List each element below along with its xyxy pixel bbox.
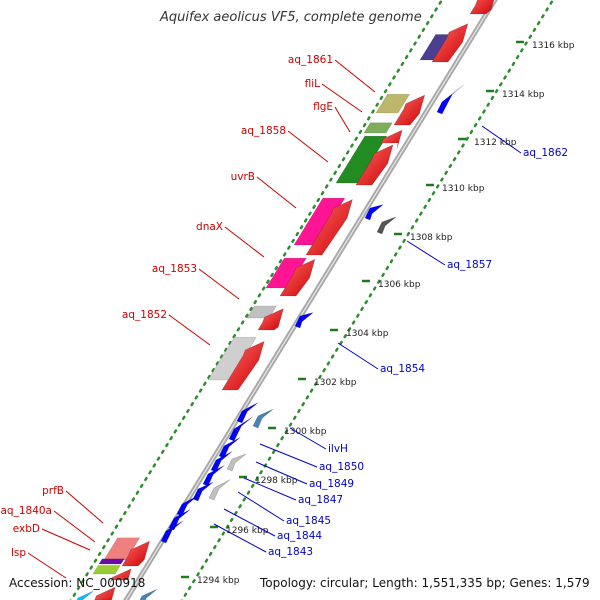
outer-dotted-guide — [69, 0, 444, 600]
forward-arrow-1 — [431, 23, 469, 63]
feature-block-aq1840a — [98, 558, 125, 565]
forward-leader-line — [27, 552, 67, 579]
reverse-gene-label: aq_1854 — [380, 363, 425, 375]
reverse-leader-line — [213, 523, 267, 553]
forward-gene-label: fliL — [305, 78, 321, 90]
forward-gene-label: lsp — [11, 547, 26, 559]
tick-label: 1314 kbp — [502, 90, 545, 100]
tick-label: 1316 kbp — [532, 41, 575, 51]
forward-leader-line — [65, 490, 104, 524]
accession-text: Accession: NC_000918 — [9, 576, 146, 590]
reverse-arrow-f — [192, 481, 214, 502]
forward-arrow-4 — [355, 144, 394, 186]
reverse-arrow-grey — [376, 216, 397, 235]
forward-gene-label: aq_1858 — [241, 125, 286, 137]
reverse-arrow-aq1854 — [294, 312, 314, 329]
tick-label: 1308 kbp — [410, 233, 453, 243]
topology-text: Topology: circular; Length: 1,551,335 bp… — [260, 576, 590, 590]
reverse-arrow-aq1862 — [436, 84, 464, 115]
tick-label: 1296 kbp — [226, 526, 269, 536]
forward-gene-label: dnaX — [196, 221, 223, 233]
forward-leader-line — [334, 59, 376, 93]
tick-label: 1300 kbp — [284, 427, 327, 437]
reverse-gene-label: aq_1843 — [268, 546, 313, 558]
forward-leader-line — [334, 106, 351, 133]
forward-gene-label: aq_1840a — [0, 505, 52, 517]
forward-leader-line — [256, 176, 297, 209]
reverse-gene-label: aq_1850 — [319, 461, 364, 473]
reverse-gene-label: aq_1849 — [309, 478, 354, 490]
reverse-gene-label: ilvH — [328, 443, 348, 455]
reverse-arrow-bottom — [139, 588, 158, 600]
forward-leader-line — [321, 83, 363, 113]
reverse-arrow-i — [160, 520, 184, 544]
forward-arrow-3 — [380, 129, 403, 149]
backbone-line — [123, 0, 498, 600]
reverse-leader-line — [237, 491, 285, 522]
reverse-leader-line — [259, 443, 318, 468]
forward-arrow-10 — [109, 568, 132, 588]
reverse-gene-label: aq_1845 — [286, 515, 331, 527]
reverse-leader-line — [337, 342, 379, 370]
forward-leader-line — [224, 226, 265, 258]
forward-gene-label: uvrB — [231, 171, 255, 183]
forward-arrow-9 — [121, 540, 150, 567]
feature-block-uvrb — [293, 197, 346, 246]
forward-arrow-8 — [221, 340, 265, 391]
reverse-leader-line — [406, 240, 446, 266]
reverse-arrow-h — [168, 509, 191, 531]
reverse-arrow-bottom-cyan — [76, 590, 94, 600]
feature-block-aq1852 — [207, 337, 257, 381]
forward-gene-label: prfB — [42, 485, 64, 497]
reverse-arrow-grey3 — [208, 479, 231, 501]
forward-arrow-11 — [94, 586, 116, 600]
tick-label: 1302 kbp — [314, 378, 357, 388]
reverse-leader-line — [289, 427, 327, 450]
tick-label: 1306 kbp — [378, 280, 421, 290]
feature-block-dnax — [265, 257, 307, 289]
forward-gene-label: exbD — [13, 523, 40, 535]
tick-label: 1298 kbp — [255, 476, 298, 486]
forward-arrow-7 — [257, 308, 284, 331]
feature-block-flil — [375, 93, 411, 114]
feature-block-aq1858 — [335, 135, 388, 184]
reverse-gene-label: aq_1844 — [277, 530, 322, 542]
forward-leader-line — [168, 314, 211, 346]
map-title: Aquifex aeolicus VF5, complete genome — [160, 10, 422, 25]
reverse-gene-label: aq_1862 — [523, 147, 568, 159]
forward-leader-line — [287, 130, 329, 163]
tick-label: 1304 kbp — [346, 329, 389, 339]
inner-dotted-guide — [180, 0, 555, 600]
tick-label: 1312 kbp — [474, 138, 517, 148]
reverse-leader-line — [255, 461, 308, 485]
forward-leader-line — [198, 268, 240, 300]
feature-block-aq1853 — [246, 305, 277, 319]
feature-block-exbd — [92, 565, 121, 575]
forward-gene-label: aq_1852 — [122, 309, 167, 321]
forward-gene-label: aq_1861 — [288, 54, 333, 66]
reverse-arrow-b — [228, 416, 253, 442]
reverse-leader-line — [481, 125, 522, 154]
reverse-leader-line — [243, 477, 297, 501]
reverse-arrow-ilvh — [252, 408, 274, 429]
reverse-arrow-a — [236, 402, 259, 424]
reverse-gene-label: aq_1857 — [447, 259, 492, 271]
tick-label: 1310 kbp — [442, 184, 485, 194]
reverse-gene-label: aq_1847 — [298, 494, 343, 506]
forward-gene-label: flgE — [313, 101, 333, 113]
tick-label: 1294 kbp — [197, 576, 240, 586]
forward-leader-line — [53, 510, 96, 543]
reverse-arrow-1 — [364, 204, 384, 221]
forward-leader-line — [41, 528, 91, 551]
forward-arrow-5 — [305, 199, 353, 256]
forward-arrow-6 — [279, 258, 316, 297]
forward-arrow-0 — [469, 0, 495, 15]
reverse-leader-line — [223, 508, 276, 537]
forward-arrow-2 — [393, 94, 426, 126]
feature-block-flge — [363, 122, 393, 134]
forward-gene-label: aq_1853 — [152, 263, 197, 275]
reverse-arrow-grey2 — [226, 453, 247, 472]
